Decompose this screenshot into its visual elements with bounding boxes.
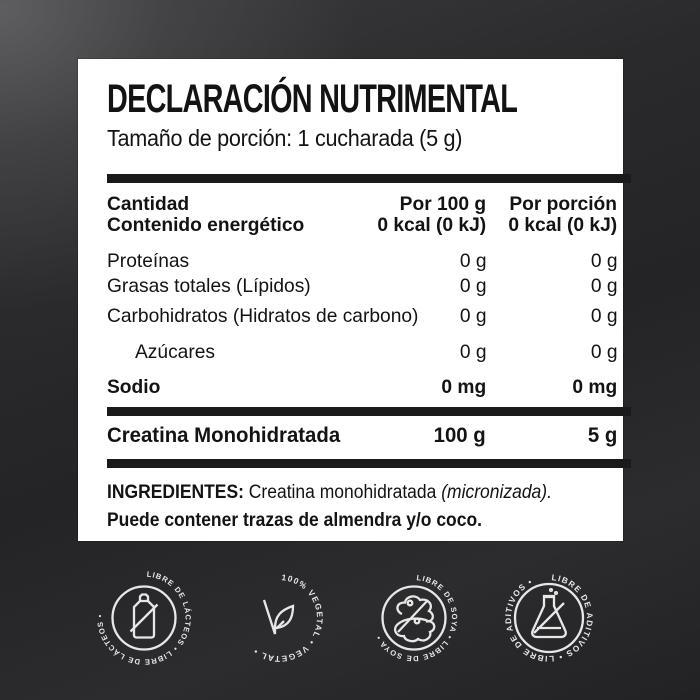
svg-text:100% VEGETAL • VEGETAL •: 100% VEGETAL • VEGETAL • (251, 572, 325, 664)
